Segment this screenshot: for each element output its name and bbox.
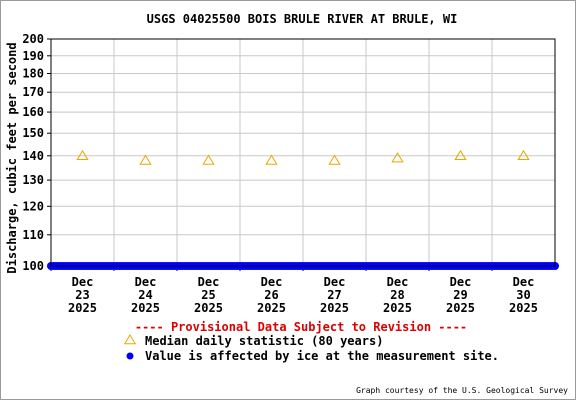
x-tick-label: 25 <box>201 288 215 302</box>
legend-ice-marker <box>126 352 134 360</box>
x-tick-label: 26 <box>264 288 278 302</box>
x-tick-label: Dec <box>513 275 535 289</box>
y-tick-labels: 100 110 120 130 140 150 160 170 180 190 200 <box>22 32 51 273</box>
x-tick-label: Dec <box>72 275 94 289</box>
y-tick-label: 140 <box>22 149 44 163</box>
legend-median-label: Median daily statistic (80 years) <box>145 334 383 348</box>
y-tick-label: 200 <box>22 32 44 46</box>
legend-ice-label: Value is affected by ice at the measurem… <box>145 349 499 363</box>
y-tick-label: 100 <box>22 259 44 273</box>
y-tick-label: 120 <box>22 199 44 213</box>
median-point <box>328 154 341 165</box>
x-tick-label: Dec <box>387 275 409 289</box>
x-tick-label: 2025 <box>320 301 349 315</box>
median-point <box>454 149 467 161</box>
x-tick-label: 27 <box>327 288 341 302</box>
x-tick-label: 30 <box>516 288 530 302</box>
x-tick-label: 2025 <box>68 301 97 315</box>
median-point <box>517 149 530 161</box>
median-point <box>391 152 404 163</box>
x-tick-label: Dec <box>450 275 472 289</box>
legend: Median daily statistic (80 years) Value … <box>123 334 499 363</box>
y-tick-label: 150 <box>22 126 44 140</box>
x-tick-label: 2025 <box>257 301 286 315</box>
chart-title: USGS 04025500 BOIS BRULE RIVER AT BRULE,… <box>147 12 458 26</box>
median-series <box>76 149 530 165</box>
median-point <box>139 154 152 165</box>
legend-median-marker <box>123 334 137 345</box>
x-tick-label: Dec <box>135 275 157 289</box>
y-tick-label: 190 <box>22 49 44 63</box>
median-point <box>76 149 89 161</box>
x-tick-label: Dec <box>324 275 346 289</box>
x-tick-label: 28 <box>390 288 404 302</box>
y-tick-label: 130 <box>22 173 44 187</box>
y-tick-label: 160 <box>22 105 44 119</box>
y-tick-label: 110 <box>22 228 44 242</box>
y-axis-label: Discharge, cubic feet per second <box>5 42 19 273</box>
x-tick-label: 29 <box>453 288 467 302</box>
provisional-note: ---- Provisional Data Subject to Revisio… <box>135 320 467 334</box>
y-tick-label: 180 <box>22 67 44 81</box>
credit-text: Graph courtesy of the U.S. Geological Su… <box>356 386 568 395</box>
x-tick-label: 23 <box>75 288 89 302</box>
x-tick-label: 2025 <box>194 301 223 315</box>
x-tick-labels: Dec232025Dec242025Dec252025Dec262025Dec2… <box>50 266 538 315</box>
median-point <box>265 154 278 165</box>
x-tick-label: 2025 <box>446 301 475 315</box>
x-tick-label: Dec <box>261 275 283 289</box>
median-point <box>202 154 215 165</box>
x-tick-label: 2025 <box>509 301 538 315</box>
plot-border <box>50 38 556 267</box>
x-tick-label: 24 <box>138 288 152 302</box>
grid-lines <box>50 38 556 267</box>
x-tick-label: Dec <box>198 275 220 289</box>
x-tick-label: 2025 <box>131 301 160 315</box>
y-tick-label: 170 <box>22 85 44 99</box>
x-tick-label: 2025 <box>383 301 412 315</box>
